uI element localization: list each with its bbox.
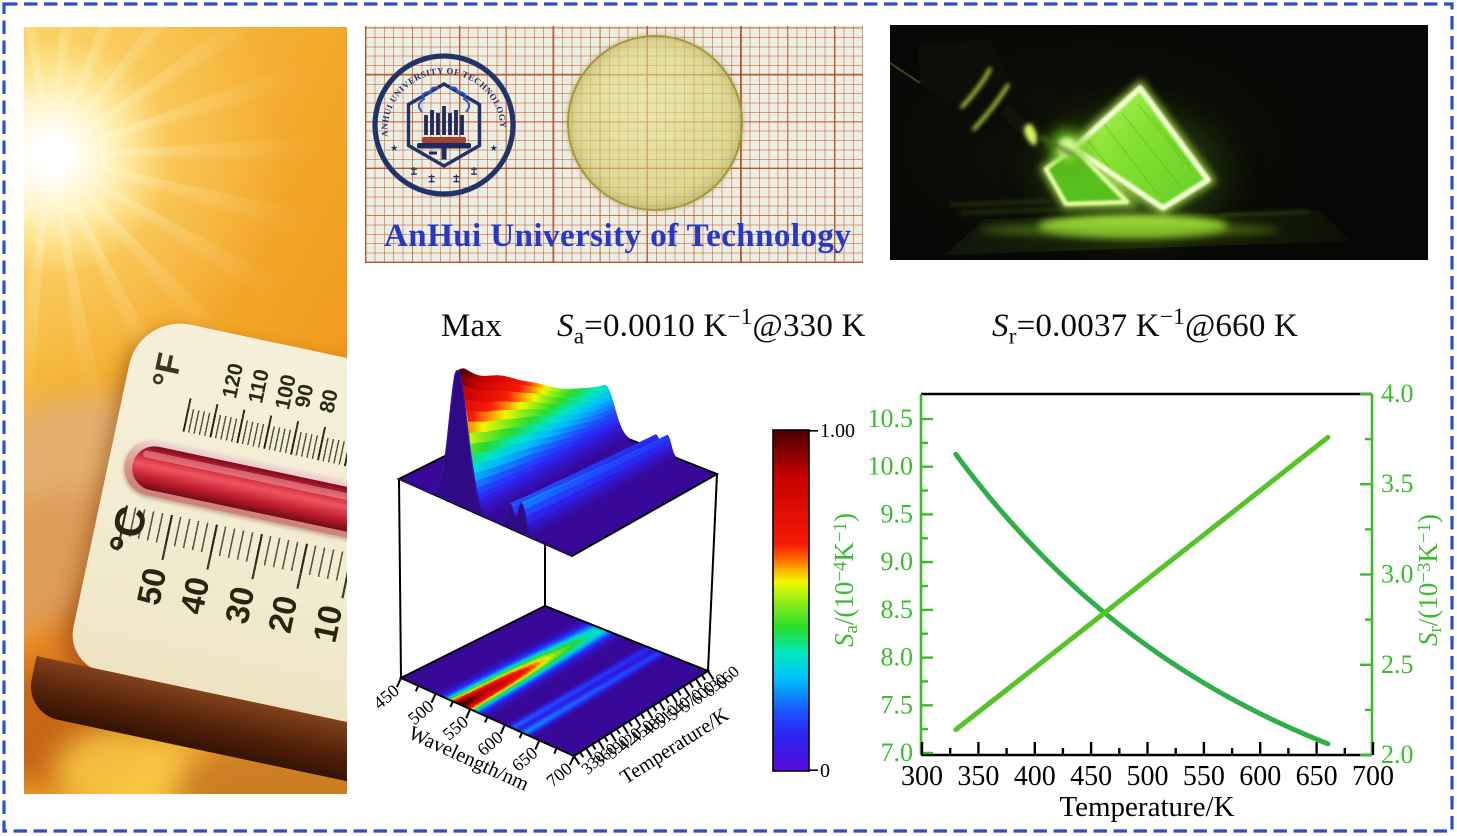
- svg-text:8.5: 8.5: [881, 595, 914, 624]
- svg-text:650: 650: [1296, 761, 1338, 792]
- svg-text:0: 0: [820, 760, 830, 782]
- svg-text:500: 500: [1127, 761, 1169, 792]
- svg-text:550: 550: [1183, 761, 1225, 792]
- svg-text:3.5: 3.5: [1381, 469, 1414, 498]
- svg-text:★: ★: [490, 143, 498, 153]
- svg-text:7.0: 7.0: [881, 738, 914, 767]
- svg-text:3.0: 3.0: [1381, 560, 1414, 589]
- svg-text:350: 350: [957, 761, 999, 792]
- svg-text:Sa/(10−4K−1): Sa/(10−4K−1): [829, 513, 862, 647]
- svg-text:Temperature/K: Temperature/K: [1059, 791, 1234, 823]
- svg-text:700: 700: [1352, 761, 1394, 792]
- svg-text:400: 400: [1014, 761, 1056, 792]
- svg-text:8.0: 8.0: [881, 643, 914, 672]
- svg-text:2.0: 2.0: [1381, 740, 1414, 769]
- svg-text:4.0: 4.0: [1381, 379, 1414, 408]
- svg-text:9.0: 9.0: [881, 547, 914, 576]
- svg-text:★: ★: [390, 143, 398, 153]
- svg-text:1.00: 1.00: [820, 420, 855, 442]
- svg-text:7.5: 7.5: [881, 690, 914, 719]
- svg-text:450: 450: [1070, 761, 1112, 792]
- svg-text:600: 600: [1239, 761, 1281, 792]
- svg-text:Sr/(10−3K−1): Sr/(10−3K−1): [1413, 514, 1446, 646]
- svg-text:2.5: 2.5: [1381, 650, 1414, 679]
- svg-text:10.5: 10.5: [868, 404, 914, 433]
- svg-text:10.0: 10.0: [868, 452, 914, 481]
- svg-text:300: 300: [901, 761, 943, 792]
- svg-text:9.5: 9.5: [881, 499, 914, 528]
